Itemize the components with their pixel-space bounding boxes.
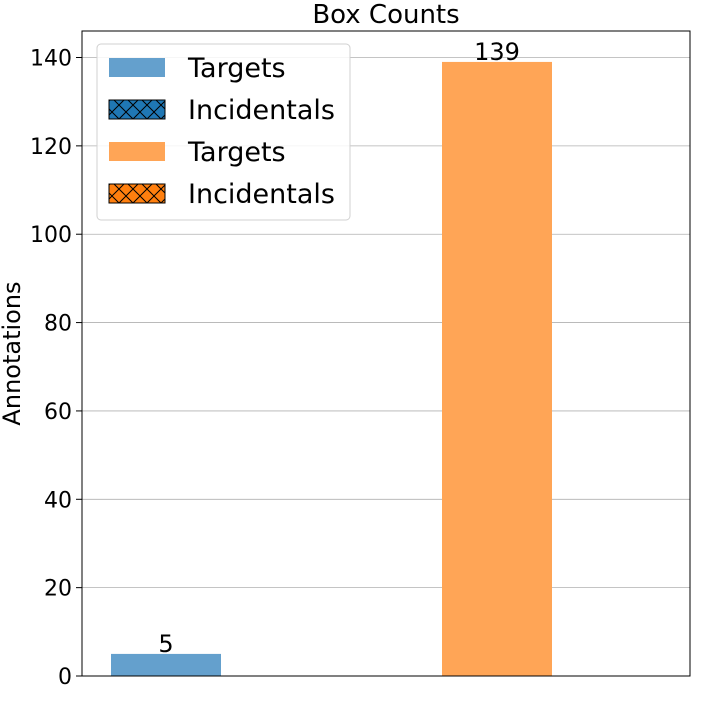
data-labels: 5 139: [158, 38, 520, 658]
y-tick-label: 120: [30, 135, 72, 160]
legend-swatch: [109, 142, 165, 161]
legend-item: Incidentals: [108, 179, 335, 210]
y-tick-label: 60: [44, 400, 72, 425]
y-tick-label: 100: [30, 223, 72, 248]
legend-swatch-hatch: [109, 184, 165, 203]
plot-frame: [81, 30, 691, 677]
y-tick-label: 20: [44, 577, 72, 602]
y-axis-ticks: 0 20 40 60 80 100 120 140: [30, 47, 82, 690]
chart-title: Box Counts: [312, 0, 459, 30]
y-tick-label: 40: [44, 488, 72, 513]
legend-item: Targets: [109, 53, 286, 84]
legend-swatch-hatch: [109, 100, 165, 119]
legend-label: Targets: [187, 53, 286, 84]
data-label-2: 139: [474, 38, 520, 66]
y-tick-label: 0: [58, 665, 72, 690]
legend-label: Incidentals: [188, 95, 335, 126]
bar-1: [111, 653, 221, 676]
legend-item: Incidentals: [108, 95, 335, 126]
legend-label: Targets: [187, 137, 286, 168]
legend-swatch: [109, 58, 165, 77]
bars: [111, 61, 552, 676]
legend-item: Targets: [109, 137, 286, 168]
bar-2: [442, 61, 552, 676]
y-tick-label: 140: [30, 47, 72, 72]
data-label-1: 5: [158, 630, 173, 658]
legend: Targets Incidentals Targets Incidentals: [96, 43, 351, 221]
y-axis-label: Annotations: [0, 281, 26, 425]
y-tick-label: 80: [44, 312, 72, 337]
legend-box: [96, 43, 351, 221]
legend-label: Incidentals: [188, 179, 335, 210]
